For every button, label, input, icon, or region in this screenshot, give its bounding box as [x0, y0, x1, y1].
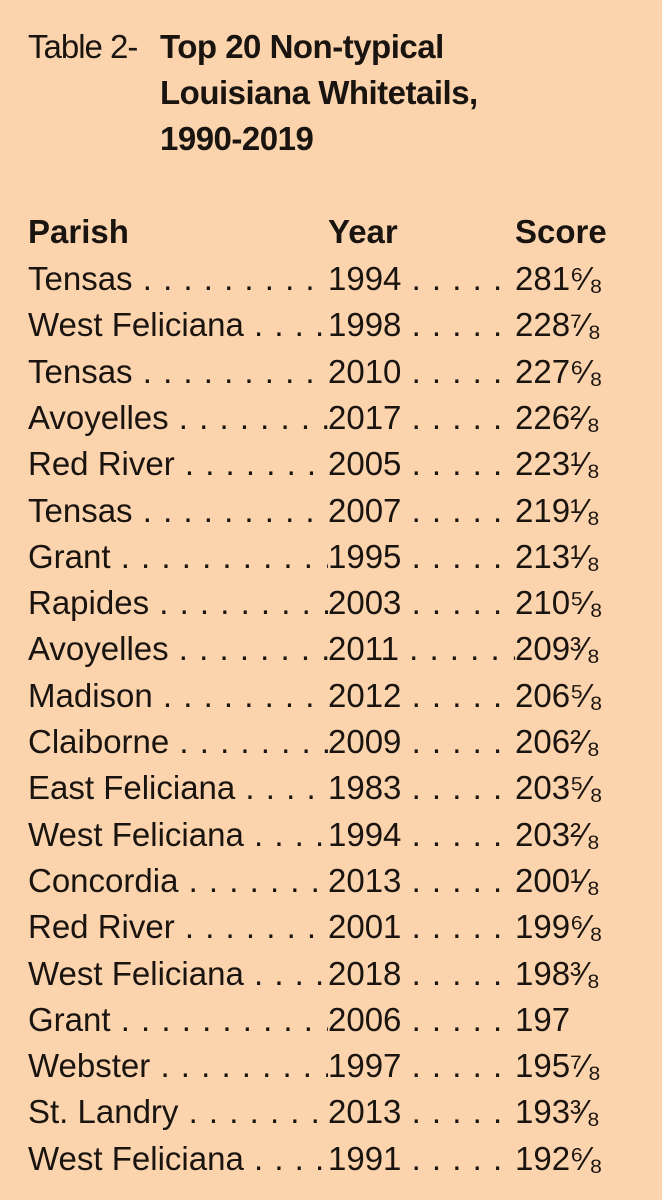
year-cell: 2006 — [328, 1000, 515, 1040]
year-cell: 1991 — [328, 1139, 515, 1179]
year-cell: 2017 — [328, 398, 515, 438]
parish-cell: Avoyelles — [28, 398, 328, 438]
year-cell: 2012 — [328, 676, 515, 716]
parish-cell: Grant — [28, 537, 328, 577]
score-cell: 206⁵⁄₈ — [515, 676, 603, 714]
year-cell: 2013 — [328, 1092, 515, 1132]
year-cell: 2013 — [328, 861, 515, 901]
year-cell: 2010 — [328, 352, 515, 392]
parish-cell: West Feliciana — [28, 954, 328, 994]
year-cell: 1997 — [328, 1046, 515, 1086]
score-cell: 219¹⁄₈ — [515, 491, 601, 529]
table-label: Table 2- — [28, 28, 138, 65]
score-cell: 226²⁄₈ — [515, 398, 601, 436]
score-cell: 203²⁄₈ — [515, 815, 601, 853]
parish-cell: Concordia — [28, 861, 328, 901]
score-cell: 227⁶⁄₈ — [515, 352, 603, 390]
parish-cell: West Feliciana — [28, 815, 328, 855]
parish-cell: St. Landry — [28, 1092, 328, 1132]
parish-cell: Red River — [28, 444, 328, 484]
parish-cell: Red River — [28, 907, 328, 947]
score-cell: 209³⁄₈ — [515, 630, 601, 668]
score-cell: 213¹⁄₈ — [515, 537, 601, 575]
score-cell: 281⁶⁄₈ — [515, 260, 603, 297]
column-header: Parish — [28, 213, 129, 250]
title-line: 1990-2019 — [160, 120, 314, 157]
year-cell: 2001 — [328, 907, 515, 947]
year-cell: 2003 — [328, 583, 515, 623]
year-cell: 1998 — [328, 305, 515, 345]
score-cell: 223¹⁄₈ — [515, 445, 601, 483]
parish-cell: Grant — [28, 1000, 328, 1040]
score-cell: 210⁵⁄₈ — [515, 584, 603, 622]
score-cell: 198³⁄₈ — [515, 954, 601, 992]
score-cell: 192⁶⁄₈ — [515, 1139, 603, 1177]
title-line: Louisiana Whitetails, — [160, 74, 478, 111]
parish-cell: West Feliciana — [28, 1139, 328, 1179]
score-cell: 200¹⁄₈ — [515, 861, 601, 899]
year-cell: 2005 — [328, 444, 515, 484]
score-cell: 193³⁄₈ — [515, 1093, 601, 1131]
year-cell: 1983 — [328, 768, 515, 808]
parish-cell: Webster — [28, 1046, 328, 1086]
year-cell: 1994 — [328, 815, 515, 855]
parish-cell: West Feliciana — [28, 305, 328, 345]
parish-cell: Madison — [28, 676, 328, 716]
parish-cell: Tensas — [28, 491, 328, 531]
year-cell: 2011 — [328, 629, 515, 669]
year-cell: 1994 — [328, 259, 515, 299]
parish-cell: Tensas — [28, 259, 328, 299]
score-cell: 199⁶⁄₈ — [515, 908, 603, 946]
column-header: Score — [515, 213, 607, 250]
parish-cell: Claiborne — [28, 722, 328, 762]
score-cell: 206²⁄₈ — [515, 723, 601, 760]
score-cell: 228⁷⁄₈ — [515, 306, 602, 344]
score-cell: 197 — [515, 1000, 571, 1038]
year-cell: 2009 — [328, 722, 515, 762]
parish-cell: Rapides — [28, 583, 328, 623]
parish-cell: Tensas — [28, 352, 328, 392]
parish-cell: East Feliciana — [28, 768, 328, 808]
column-header: Year — [328, 213, 398, 250]
score-cell: 203⁵⁄₈ — [515, 769, 603, 807]
year-cell: 1995 — [328, 537, 515, 577]
parish-cell: Avoyelles — [28, 629, 328, 669]
year-cell: 2018 — [328, 954, 515, 994]
title-line: Top 20 Non-typical — [160, 28, 444, 65]
score-cell: 195⁷⁄₈ — [515, 1047, 602, 1085]
year-cell: 2007 — [328, 491, 515, 531]
